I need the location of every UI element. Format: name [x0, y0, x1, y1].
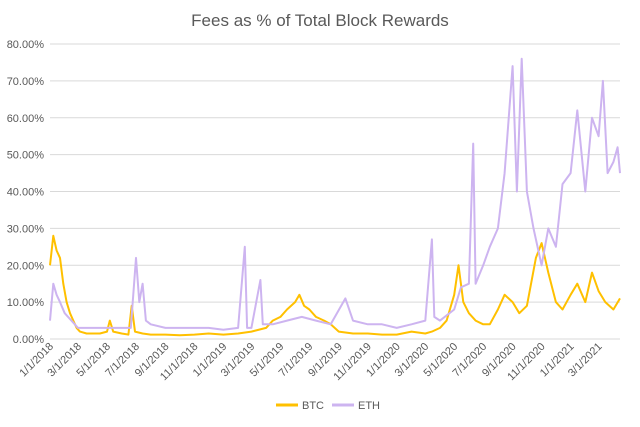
legend: BTC ETH: [276, 400, 380, 412]
chart-title: Fees as % of Total Block Rewards: [191, 11, 449, 30]
legend-label-btc: BTC: [302, 400, 324, 412]
y-tick-label: 40.00%: [7, 187, 45, 199]
series-group: [49, 57, 621, 337]
gridlines: [50, 43, 620, 340]
legend-label-eth: ETH: [358, 400, 380, 412]
y-tick-label: 70.00%: [7, 76, 45, 88]
y-tick-label: 10.00%: [7, 297, 45, 309]
y-tick-label: 30.00%: [7, 223, 45, 235]
series-line-eth: [49, 57, 621, 331]
y-axis-ticks: 0.00% 10.00% 20.00% 30.00% 40.00% 50.00% 60.00…: [7, 39, 45, 346]
y-tick-label: 20.00%: [7, 260, 45, 272]
y-tick-label: 50.00%: [7, 150, 45, 162]
y-tick-label: 60.00%: [7, 113, 45, 125]
y-tick-label: 0.00%: [13, 334, 44, 346]
series-line-btc: [49, 234, 621, 337]
x-axis-ticks: 1/1/20183/1/20185/1/20187/1/20189/1/2018…: [17, 341, 604, 384]
y-tick-label: 80.00%: [7, 39, 45, 51]
